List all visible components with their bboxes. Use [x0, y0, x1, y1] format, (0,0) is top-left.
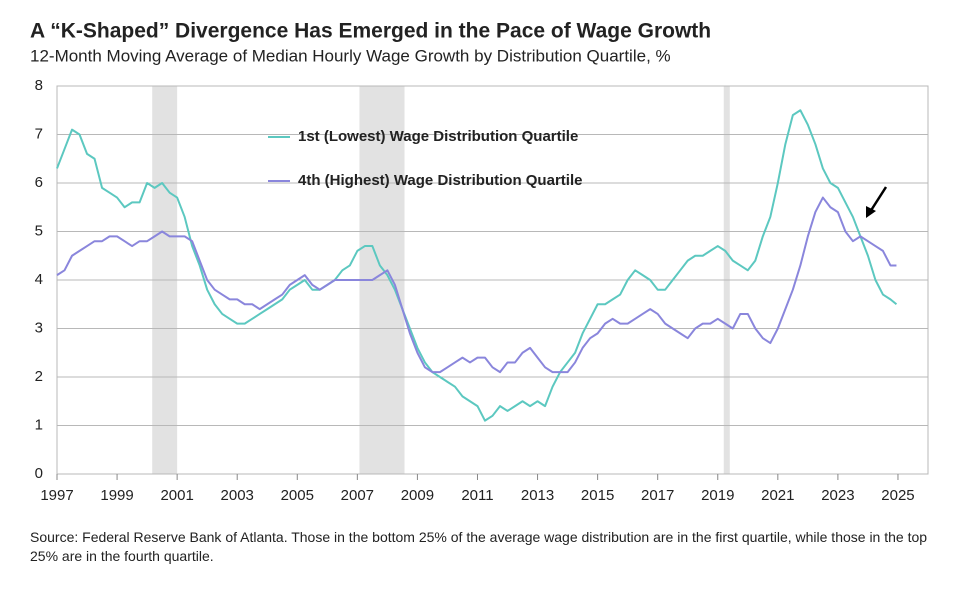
x-tick-label: 2007 — [341, 487, 374, 504]
plot-frame — [56, 85, 929, 475]
y-tick-label: 8 — [35, 77, 43, 94]
legend-label: 1st (Lowest) Wage Distribution Quartile — [298, 128, 578, 145]
y-tick-label: 6 — [35, 174, 43, 191]
x-tick-label: 2013 — [521, 487, 554, 504]
y-tick-label: 5 — [35, 222, 43, 239]
chart: A “K-Shaped” Divergence Has Emerged in t… — [30, 20, 929, 504]
x-tick-label: 2005 — [281, 487, 314, 504]
x-tick-label: 1999 — [100, 487, 133, 504]
y-tick-label: 4 — [35, 271, 43, 288]
y-tick-label: 0 — [35, 465, 43, 482]
source-note: Source: Federal Reserve Bank of Atlanta.… — [30, 529, 928, 564]
x-tick-label: 2023 — [821, 487, 854, 504]
series-line — [56, 109, 898, 422]
x-tick-label: 2025 — [881, 487, 914, 504]
x-tick-label: 2015 — [581, 487, 614, 504]
x-tick-label: 2003 — [221, 487, 254, 504]
x-tick-label: 2019 — [701, 487, 734, 504]
y-tick-label: 3 — [35, 319, 43, 336]
legend-label: 4th (Highest) Wage Distribution Quartile — [298, 172, 582, 189]
x-tick-label: 2011 — [461, 487, 493, 504]
chart-subtitle: 12-Month Moving Average of Median Hourly… — [30, 46, 671, 65]
arrow-shaft — [868, 186, 888, 213]
y-tick-label: 2 — [35, 368, 43, 385]
x-tick-label: 2017 — [641, 487, 674, 504]
x-tick-label: 2009 — [401, 487, 434, 504]
series-line — [56, 196, 897, 374]
x-tick-label: 2021 — [761, 487, 794, 504]
y-tick-label: 1 — [35, 416, 43, 433]
x-tick-label: 2001 — [160, 487, 193, 504]
annotation-arrow — [866, 186, 888, 218]
arrow-head — [866, 206, 876, 218]
chart-title: A “K-Shaped” Divergence Has Emerged in t… — [30, 20, 711, 43]
y-tick-label: 7 — [35, 125, 43, 142]
x-tick-label: 1997 — [40, 487, 73, 504]
